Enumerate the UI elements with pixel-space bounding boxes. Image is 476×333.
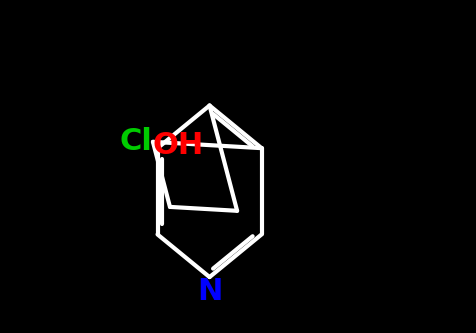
Text: OH: OH bbox=[152, 131, 203, 160]
Text: Cl: Cl bbox=[119, 127, 152, 156]
Text: N: N bbox=[197, 277, 222, 306]
